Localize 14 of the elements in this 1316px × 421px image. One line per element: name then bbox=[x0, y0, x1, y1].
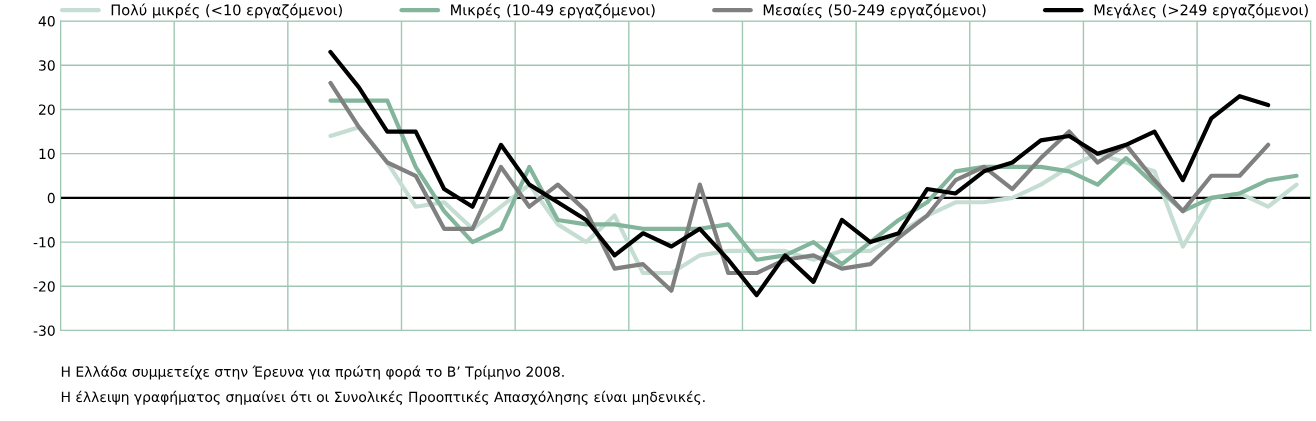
y-tick-label: 40 bbox=[38, 16, 55, 27]
y-tick-label: 30 bbox=[39, 60, 55, 71]
legend-label: Μεγάλες (>249 εργαζόμενοι) bbox=[1094, 3, 1308, 19]
y-tick-label: -30 bbox=[33, 325, 55, 336]
text: Η Ελλάδα συμμετείχε στην Έρευνα για πρώτη φορά το Β’ Τρίμηνο 2008. bbox=[61, 365, 564, 380]
y-tick-label: -10 bbox=[33, 237, 55, 248]
y-tick-label: 0 bbox=[47, 192, 55, 204]
legend-label: Μεσαίες (50-249 εργαζόμενοι) bbox=[763, 3, 986, 19]
legend-label: Πολύ μικρές (<10 εργαζόμενοι) bbox=[111, 3, 342, 19]
y-tick-label: 10 bbox=[39, 148, 55, 160]
legend-label: Μικρές (10-49 εργαζόμενοι) bbox=[451, 3, 655, 19]
y-tick-label: -20 bbox=[33, 281, 55, 292]
y-tick-label: 20 bbox=[39, 104, 55, 115]
text: Η έλλειψη γραφήματος σημαίνει ότι οι Συνολικές Προοπτικές Απασχόλησης είναι μηδενικές. bbox=[61, 390, 705, 405]
